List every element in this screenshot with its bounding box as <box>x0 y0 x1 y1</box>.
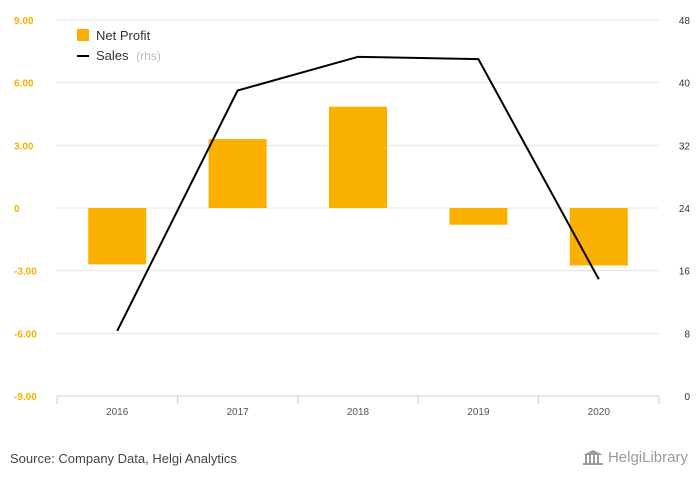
bar-net-profit <box>449 208 508 225</box>
x-tick-label: 2019 <box>467 407 490 418</box>
x-tick-label: 2017 <box>226 407 249 418</box>
y-right-tick-label: 8 <box>684 329 690 340</box>
y-right-tick-label: 32 <box>679 141 691 152</box>
bar-net-profit <box>88 208 147 265</box>
legend-label-sales-suffix: (rhs) <box>136 49 161 63</box>
y-left-tick-label: -9.00 <box>14 392 37 403</box>
source-note: Source: Company Data, Helgi Analytics <box>10 451 237 466</box>
bar-net-profit <box>569 208 628 266</box>
y-left-tick-label: 0 <box>14 204 20 215</box>
y-left-tick-label: -6.00 <box>14 329 37 340</box>
y-right-tick-label: 0 <box>684 392 690 403</box>
library-building-icon <box>582 449 603 465</box>
x-tick-label: 2020 <box>588 407 611 418</box>
x-tick-label: 2016 <box>106 407 129 418</box>
legend-label-sales-name: Sales <box>96 48 129 63</box>
y-left-tick-label: -3.00 <box>14 267 37 278</box>
bar-net-profit <box>329 106 387 208</box>
x-tick-label: 2018 <box>347 407 370 418</box>
y-left-tick-label: 3.00 <box>14 141 34 152</box>
y-right-tick-label: 24 <box>679 204 691 215</box>
bar-series <box>88 106 628 266</box>
chart-plot: 9.00 6.00 3.00 0 -3.00 -6.00 -9.00 48 40 32 24 16 8 0… <box>14 16 690 418</box>
legend-label-sales: Sales (rhs) <box>96 48 161 63</box>
line-series <box>116 55 600 332</box>
axes: 9.00 6.00 3.00 0 -3.00 -6.00 -9.00 48 40 32 24 16 8 0… <box>14 16 690 418</box>
logo-text: HelgiLibrary <box>607 449 688 466</box>
helgi-library-logo: HelgiLibrary <box>582 449 688 466</box>
y-left-tick-label: 9.00 <box>14 16 34 27</box>
bar-net-profit <box>208 139 267 208</box>
y-right-tick-label: 40 <box>679 79 691 90</box>
y-right-tick-label: 16 <box>679 267 691 278</box>
y-right-tick-label: 48 <box>679 16 691 27</box>
legend-label-net-profit: Net Profit <box>96 28 151 43</box>
legend: Net Profit Sales (rhs) <box>77 28 161 63</box>
legend-swatch-net-profit <box>77 29 89 41</box>
y-left-tick-label: 6.00 <box>14 79 34 90</box>
line-sales <box>116 55 600 332</box>
